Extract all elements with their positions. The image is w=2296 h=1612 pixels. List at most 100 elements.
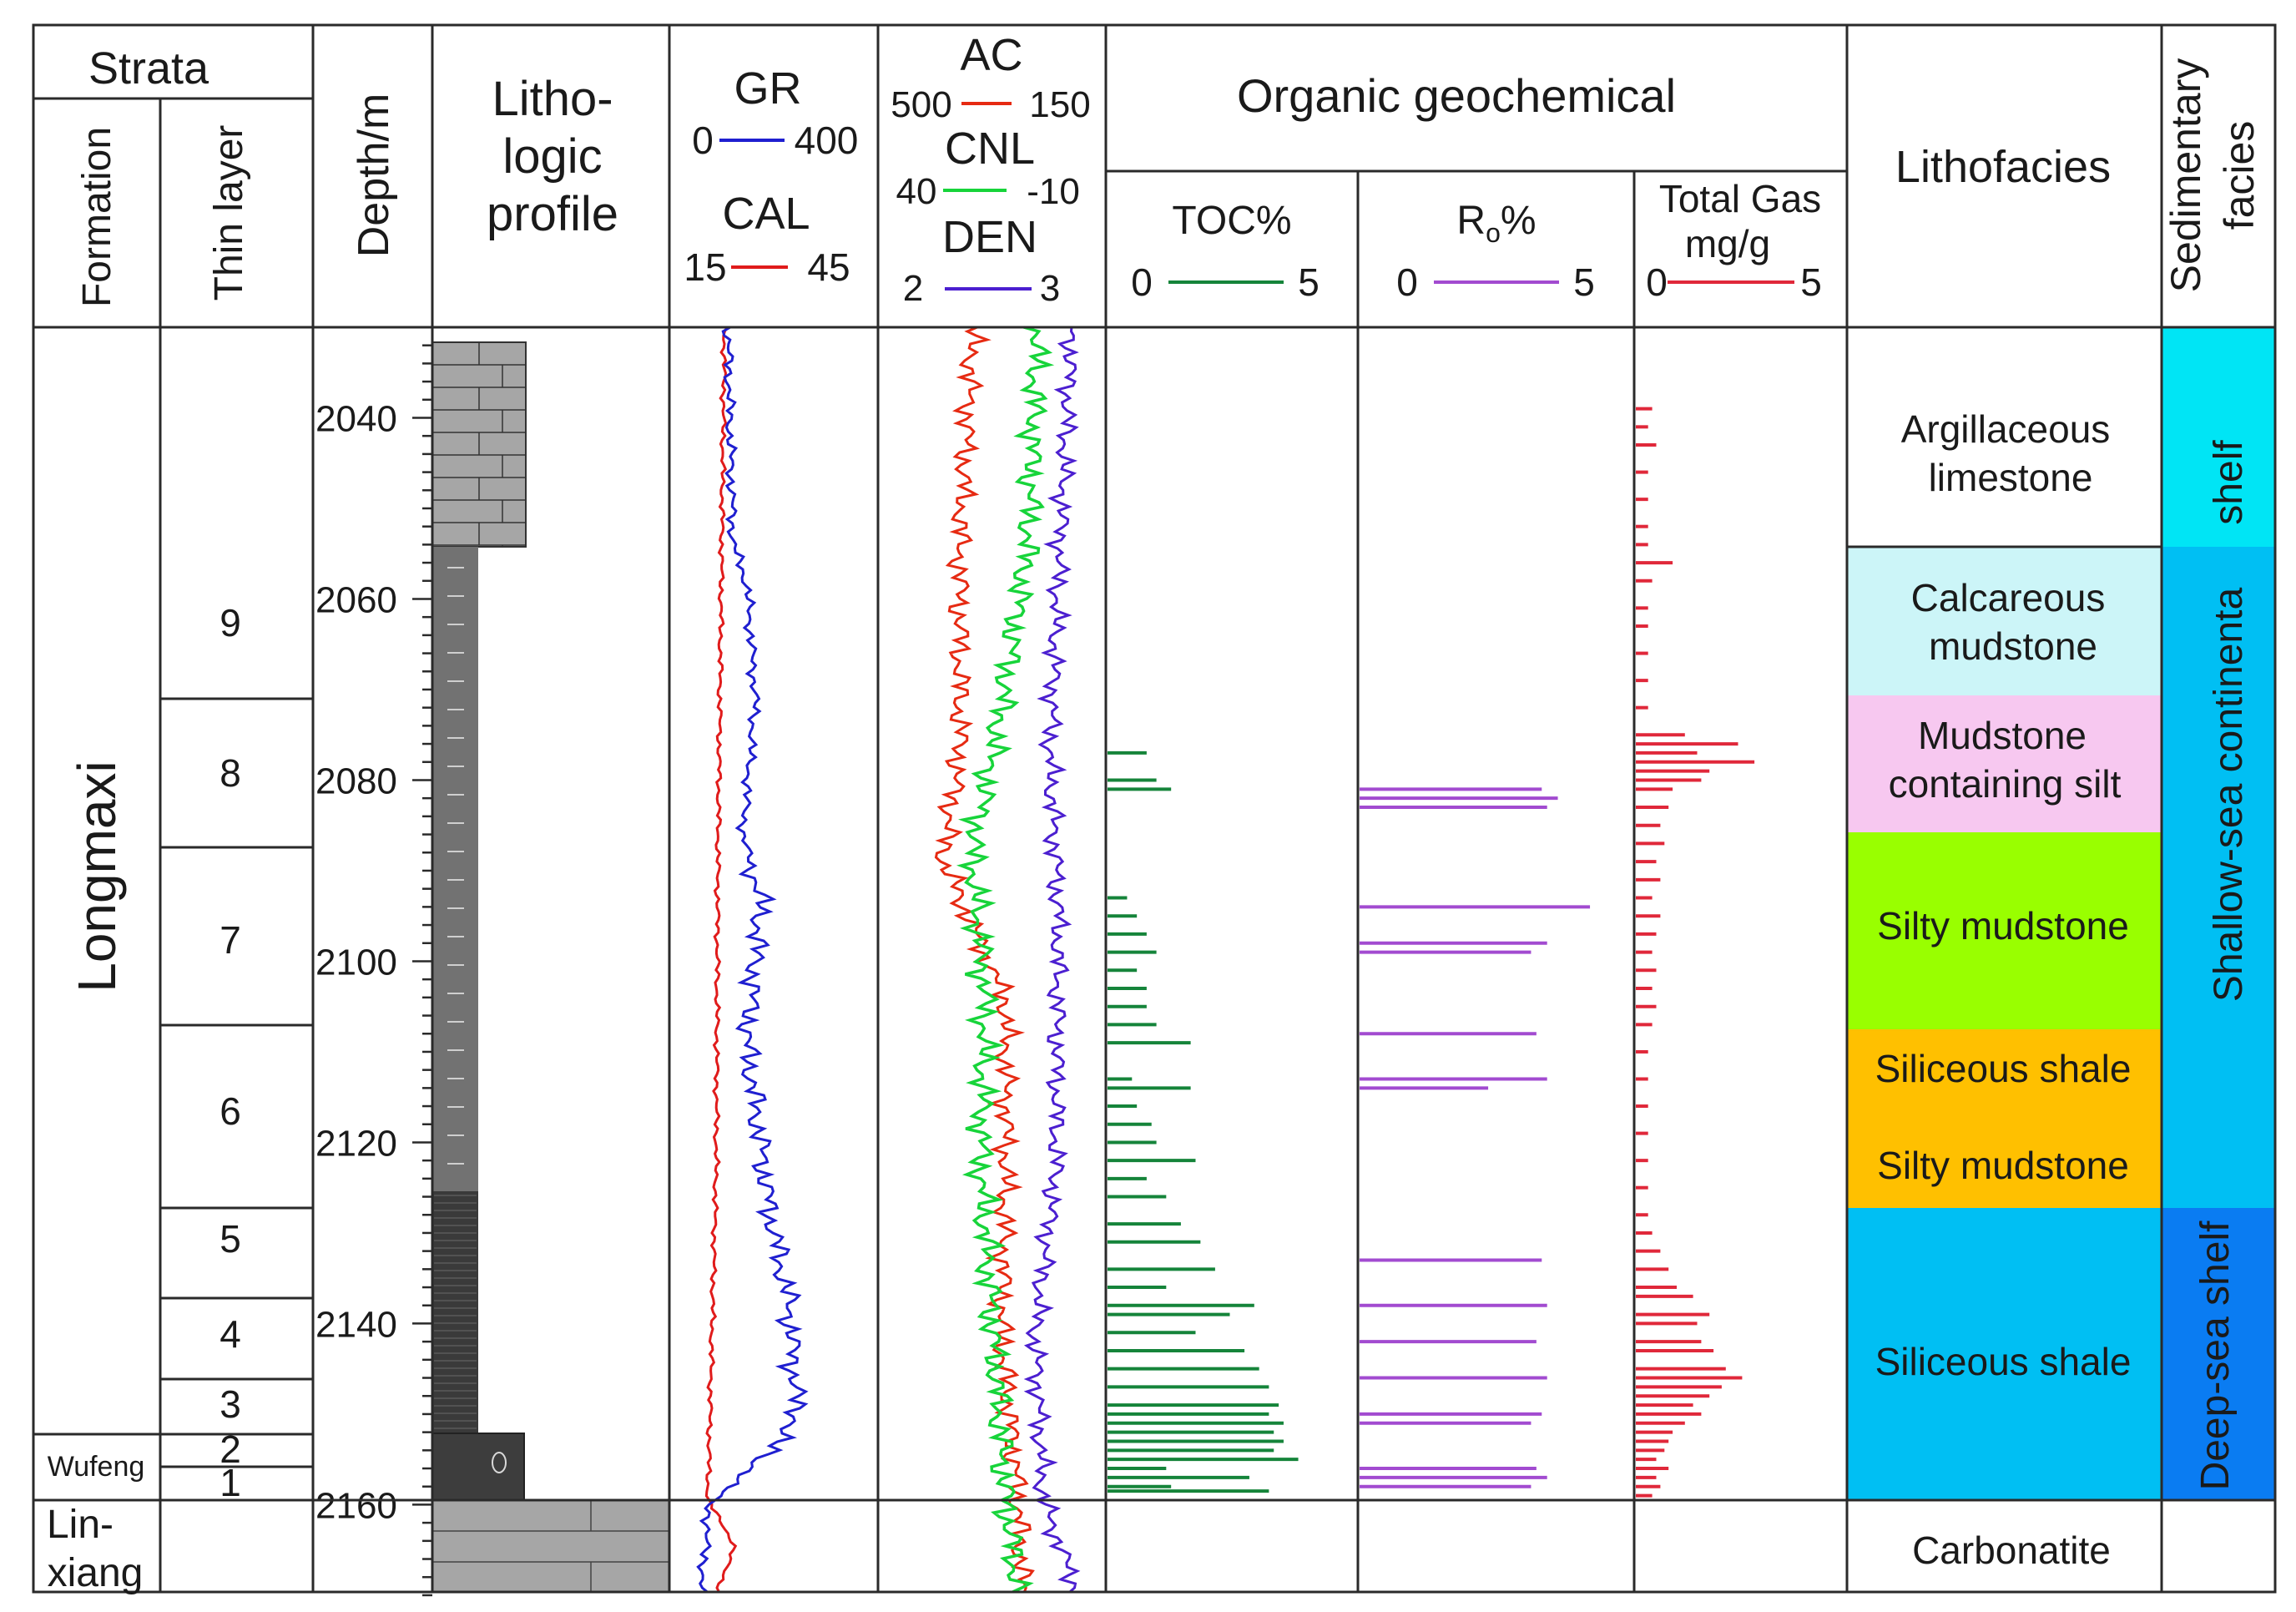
depth-tick-label: 2040 — [315, 398, 397, 439]
formation-longmaxi: Longmaxi — [67, 761, 127, 993]
lithofacies-calcareous-1: Calcareous — [1911, 576, 2106, 619]
layer-1: 1 — [220, 1461, 241, 1504]
lithofacies-bg-siliceous — [1847, 1208, 2162, 1500]
strata-label: Strata — [88, 43, 209, 93]
lithofacies-mudstone-silt-2: containing silt — [1889, 762, 2122, 806]
ac-max: 150 — [1029, 84, 1090, 125]
gr-min: 0 — [692, 119, 714, 162]
nodule-mark — [492, 1452, 507, 1473]
cnl-label: CNL — [945, 124, 1035, 174]
gr-label: GR — [734, 63, 802, 114]
layer-2: 2 — [220, 1428, 241, 1471]
toc-label: TOC% — [1172, 199, 1291, 243]
lithofacies-bg-siliceous-silty — [1847, 1029, 2162, 1208]
gas-label: Total Gas — [1659, 177, 1821, 220]
layer-7: 7 — [220, 918, 241, 962]
ro-max: 5 — [1573, 260, 1595, 304]
formations: Longmaxi Wufeng Lin- xiang — [47, 761, 144, 1595]
grid-lines — [32, 23, 2277, 1594]
log-curves — [696, 326, 1081, 1594]
den-curve — [1023, 326, 1081, 1594]
cal-label: CAL — [722, 189, 810, 239]
ro-label: Ro% — [1456, 199, 1536, 248]
ro-bars — [1360, 787, 1591, 1488]
den-min: 2 — [903, 268, 923, 309]
depth-tick-label: 2160 — [315, 1485, 397, 1526]
lithofacies-silty: Silty mudstone — [1877, 904, 2129, 947]
litho-line1: Litho- — [492, 72, 613, 126]
ac-curve — [934, 326, 1035, 1593]
thin-layer-label: Thin layer — [207, 125, 251, 301]
sed-facies-line1: Sedimentary — [2162, 58, 2209, 293]
carbonatite-block — [432, 1500, 669, 1592]
ro-min: 0 — [1396, 260, 1418, 304]
layer-6: 6 — [220, 1089, 241, 1133]
sed-facies-labels: shelf Shallow-sea continenta Deep-sea sh… — [2193, 440, 2251, 1491]
toc-bars — [1108, 750, 1299, 1493]
gas-min: 0 — [1646, 260, 1668, 304]
toc-min: 0 — [1131, 260, 1153, 304]
thin-layers: 9 8 7 6 5 4 3 2 1 — [220, 601, 241, 1504]
wufeng-block — [431, 1433, 525, 1501]
lithofacies-bg-silty — [1847, 832, 2162, 1029]
cal-max: 45 — [807, 245, 850, 289]
toc-max: 5 — [1298, 260, 1320, 304]
shale-column-grey — [432, 547, 478, 1191]
lithofacies-siliceous: Siliceous shale — [1875, 1340, 2132, 1383]
lithofacies-silty-lower: Silty mudstone — [1877, 1144, 2129, 1187]
cnl-max: -10 — [1027, 171, 1080, 212]
sedimentary-facies-backgrounds — [2162, 327, 2275, 1500]
depth-tick-label: 2100 — [315, 942, 397, 983]
gr-max: 400 — [795, 119, 859, 162]
cal-min: 15 — [684, 245, 726, 289]
layer-5: 5 — [220, 1217, 241, 1261]
layer-9: 9 — [220, 601, 241, 644]
facies-bg-shallow — [2162, 547, 2275, 1208]
lithofacies-bg-calcareous — [1847, 547, 2162, 695]
formation-wufeng: Wufeng — [48, 1451, 145, 1483]
depth-axis: 2040 2060 2080 2100 2120 2140 2160 — [315, 344, 432, 1597]
lithofacies-header: Lithofacies — [1895, 142, 2111, 192]
depth-tick-label: 2140 — [315, 1304, 397, 1345]
facies-shallow: Shallow-sea continenta — [2207, 588, 2251, 1003]
layer-3: 3 — [220, 1382, 241, 1426]
formation-linxiang-1: Lin- — [47, 1503, 114, 1547]
cal-curve — [704, 326, 738, 1593]
litho-line3: profile — [487, 187, 618, 241]
facies-bg-shelf — [2162, 327, 2275, 547]
lithofacies-bg-mudstone-silt — [1847, 695, 2162, 832]
lithofacies-calcareous-2: mudstone — [1929, 624, 2097, 668]
facies-deep: Deep-sea shelf — [2193, 1220, 2238, 1491]
gas-max: 5 — [1800, 260, 1822, 304]
cnl-curve — [956, 326, 1055, 1594]
organic-geochemical-label: Organic geochemical — [1237, 69, 1676, 122]
lithofacies-carbonatite: Carbonatite — [1912, 1529, 2111, 1572]
formation-linxiang-2: xiang — [48, 1551, 144, 1595]
gas-unit: mg/g — [1685, 222, 1770, 265]
gas-bars — [1636, 407, 1755, 1498]
ac-min: 500 — [891, 84, 951, 125]
lithofacies-siliceous-upper: Siliceous shale — [1875, 1047, 2132, 1090]
gr-curve — [696, 326, 809, 1594]
sed-facies-line2: facies — [2216, 121, 2263, 230]
den-label: DEN — [942, 212, 1037, 262]
facies-shelf: shelf — [2207, 440, 2251, 525]
depth-tick-label: 2120 — [315, 1123, 397, 1164]
layer-4: 4 — [220, 1312, 241, 1356]
ac-label: AC — [960, 30, 1022, 80]
header: Strata Formation Thin layer Depth/m Lith… — [75, 30, 2263, 309]
lithofacies-labels: Argillaceous limestone Calcareous mudsto… — [1875, 407, 2132, 1572]
depth-tick-label: 2080 — [315, 761, 397, 801]
lithofacies-argillaceous-1: Argillaceous — [1901, 407, 2111, 451]
depth-label: Depth/m — [350, 93, 398, 258]
layer-8: 8 — [220, 751, 241, 795]
den-max: 3 — [1040, 268, 1060, 309]
lithofacies-backgrounds — [1847, 547, 2162, 1500]
shale-column-dark — [432, 1191, 478, 1433]
lithofacies-mudstone-silt-1: Mudstone — [1918, 714, 2087, 757]
depth-tick-label: 2060 — [315, 579, 397, 620]
litho-line2: logic — [502, 129, 602, 184]
facies-bg-deep — [2162, 1208, 2275, 1500]
formation-label: Formation — [75, 127, 119, 307]
